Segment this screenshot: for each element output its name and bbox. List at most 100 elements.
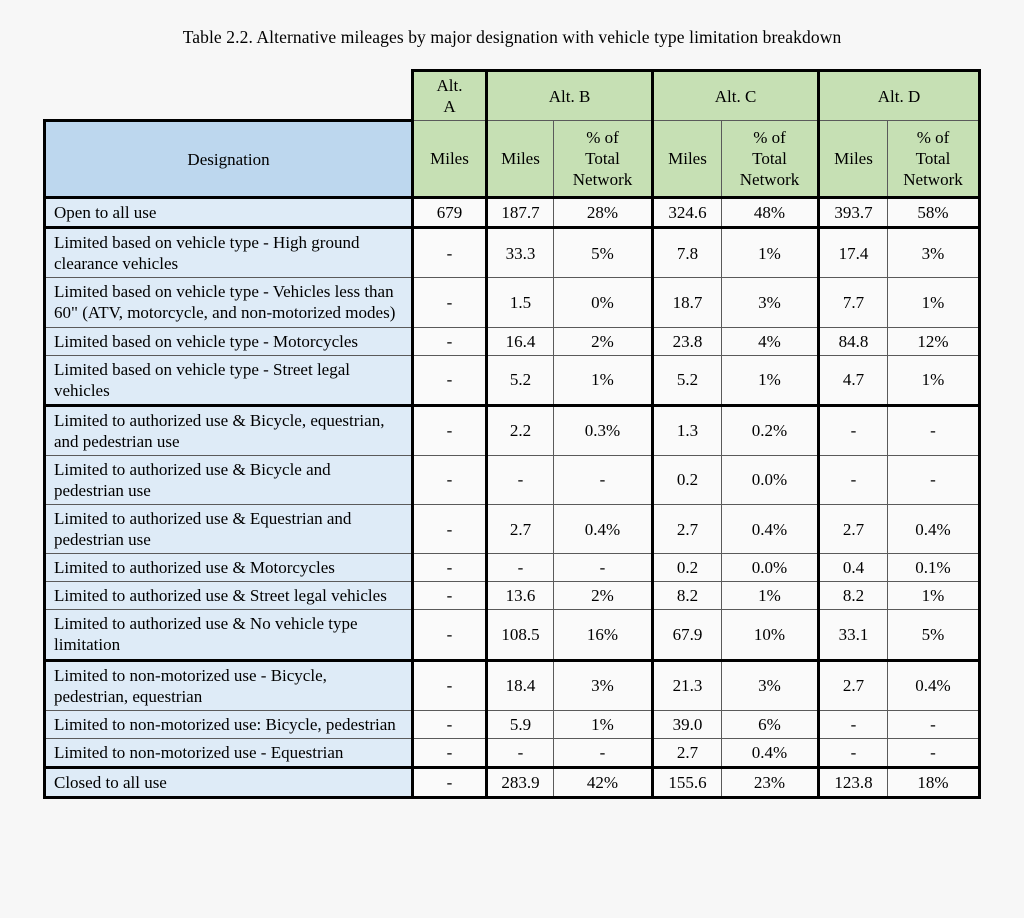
value-cell: 679 xyxy=(411,197,487,229)
table-row: Limited to authorized use & Bicycle, equ… xyxy=(43,404,981,456)
value-cell: 0.4% xyxy=(887,659,981,711)
alt-b-pct-header: % of Total Network xyxy=(553,120,653,200)
value-cell: 16.4 xyxy=(485,326,554,356)
value-cell: 28% xyxy=(553,197,653,229)
value-cell: 0.3% xyxy=(553,404,653,456)
value-cell: - xyxy=(553,553,653,583)
designation-cell: Limited to non-motorized use - Bicycle, … xyxy=(43,659,413,711)
value-cell: 84.8 xyxy=(817,326,888,356)
value-cell: 0.2% xyxy=(721,404,819,456)
value-cell: 39.0 xyxy=(651,709,722,739)
value-cell: 0.2 xyxy=(651,454,722,506)
value-cell: 8.2 xyxy=(817,581,888,611)
value-cell: - xyxy=(411,454,487,506)
column-header-row: Designation Miles Miles % of Total Netwo… xyxy=(43,119,981,200)
table-row: Limited to authorized use & Equestrian a… xyxy=(43,504,981,555)
table-row: Limited to non-motorized use - Bicycle, … xyxy=(43,659,981,711)
designation-cell: Limited based on vehicle type - Street l… xyxy=(43,354,413,406)
value-cell: - xyxy=(411,737,487,768)
table-row: Closed to all use -283.9 42% 155.6 23% 123.8 1… xyxy=(43,766,981,798)
value-cell: 5.9 xyxy=(485,709,554,739)
mileage-table: Alt. A Alt. B Alt. C Alt. D Designation … xyxy=(43,68,981,799)
table-body: Open to all use 679 187.7 28% 324.6 48% 393.7 5… xyxy=(43,197,981,798)
value-cell: 187.7 xyxy=(485,197,554,229)
value-cell: 324.6 xyxy=(651,197,722,229)
value-cell: - xyxy=(817,737,888,768)
designation-cell: Limited to authorized use & No vehicle t… xyxy=(43,609,413,661)
value-cell: - xyxy=(411,404,487,456)
value-cell: 0.0% xyxy=(721,553,819,583)
value-cell: 0.0% xyxy=(721,454,819,506)
value-cell: 2.7 xyxy=(817,504,888,555)
value-cell: 7.8 xyxy=(651,227,722,279)
value-cell: 0.4% xyxy=(721,737,819,768)
value-cell: - xyxy=(411,709,487,739)
designation-cell: Limited to authorized use & Street legal… xyxy=(43,581,413,611)
table-row: Limited to non-motorized use - Equestria… xyxy=(43,737,981,768)
value-cell: - xyxy=(887,737,981,768)
value-cell: 17.4 xyxy=(817,227,888,279)
value-cell: 1.5 xyxy=(485,277,554,328)
value-cell: - xyxy=(485,454,554,506)
value-cell: 4% xyxy=(721,326,819,356)
alt-c-pct-header: % of Total Network xyxy=(721,120,819,200)
alt-c-header: Alt. C xyxy=(651,68,819,122)
table-row: Limited to authorized use & Motorcycles -… xyxy=(43,553,981,583)
value-cell: 23.8 xyxy=(651,326,722,356)
value-cell: 1% xyxy=(553,354,653,406)
corner-spacer xyxy=(45,71,413,121)
value-cell: 5.2 xyxy=(651,354,722,406)
value-cell: - xyxy=(817,709,888,739)
value-cell: 3% xyxy=(721,659,819,711)
value-cell: - xyxy=(411,766,487,798)
value-cell: - xyxy=(887,404,981,456)
table-row: Limited based on vehicle type - Street l… xyxy=(43,354,981,406)
table-row: Limited based on vehicle type - Motorcyc… xyxy=(43,326,981,356)
alt-a-miles-header: Miles xyxy=(411,120,487,200)
value-cell: 6% xyxy=(721,709,819,739)
value-cell: 2.2 xyxy=(485,404,554,456)
table-row: Open to all use 679 187.7 28% 324.6 48% 393.7 5… xyxy=(43,197,981,229)
value-cell: 3% xyxy=(721,277,819,328)
value-cell: - xyxy=(411,581,487,611)
designation-cell: Limited based on vehicle type - High gro… xyxy=(43,227,413,279)
value-cell: 42% xyxy=(553,766,653,798)
value-cell: 2% xyxy=(553,581,653,611)
value-cell: 5.2 xyxy=(485,354,554,406)
alt-a-header: Alt. A xyxy=(411,68,487,122)
alt-c-miles-header: Miles xyxy=(651,120,722,200)
value-cell: - xyxy=(411,609,487,661)
value-cell: 13.6 xyxy=(485,581,554,611)
value-cell: 0.4% xyxy=(553,504,653,555)
alt-b-miles-header: Miles xyxy=(485,120,554,200)
value-cell: 48% xyxy=(721,197,819,229)
alt-d-miles-header: Miles xyxy=(817,120,888,200)
alt-header-row: Alt. A Alt. B Alt. C Alt. D xyxy=(45,68,981,122)
value-cell: 1% xyxy=(553,709,653,739)
value-cell: 1% xyxy=(887,354,981,406)
value-cell: 123.8 xyxy=(817,766,888,798)
table-row: Limited to authorized use & No vehicle t… xyxy=(43,609,981,661)
value-cell: 0.4% xyxy=(887,504,981,555)
value-cell: 4.7 xyxy=(817,354,888,406)
value-cell: 1% xyxy=(721,354,819,406)
value-cell: 3% xyxy=(553,659,653,711)
value-cell: 23% xyxy=(721,766,819,798)
table-row: Limited based on vehicle type - High gro… xyxy=(43,227,981,279)
value-cell: 33.3 xyxy=(485,227,554,279)
value-cell: 58% xyxy=(887,197,981,229)
designation-cell: Open to all use xyxy=(43,197,413,229)
value-cell: 2% xyxy=(553,326,653,356)
value-cell: 1% xyxy=(721,581,819,611)
value-cell: 155.6 xyxy=(651,766,722,798)
value-cell: 0% xyxy=(553,277,653,328)
value-cell: - xyxy=(411,354,487,406)
designation-cell: Limited to non-motorized use: Bicycle, p… xyxy=(43,709,413,739)
value-cell: 0.4% xyxy=(721,504,819,555)
value-cell: 7.7 xyxy=(817,277,888,328)
alt-d-pct-header: % of Total Network xyxy=(887,120,981,200)
value-cell: 10% xyxy=(721,609,819,661)
value-cell: - xyxy=(817,404,888,456)
value-cell: 5% xyxy=(887,609,981,661)
designation-cell: Limited to authorized use & Motorcycles xyxy=(43,553,413,583)
